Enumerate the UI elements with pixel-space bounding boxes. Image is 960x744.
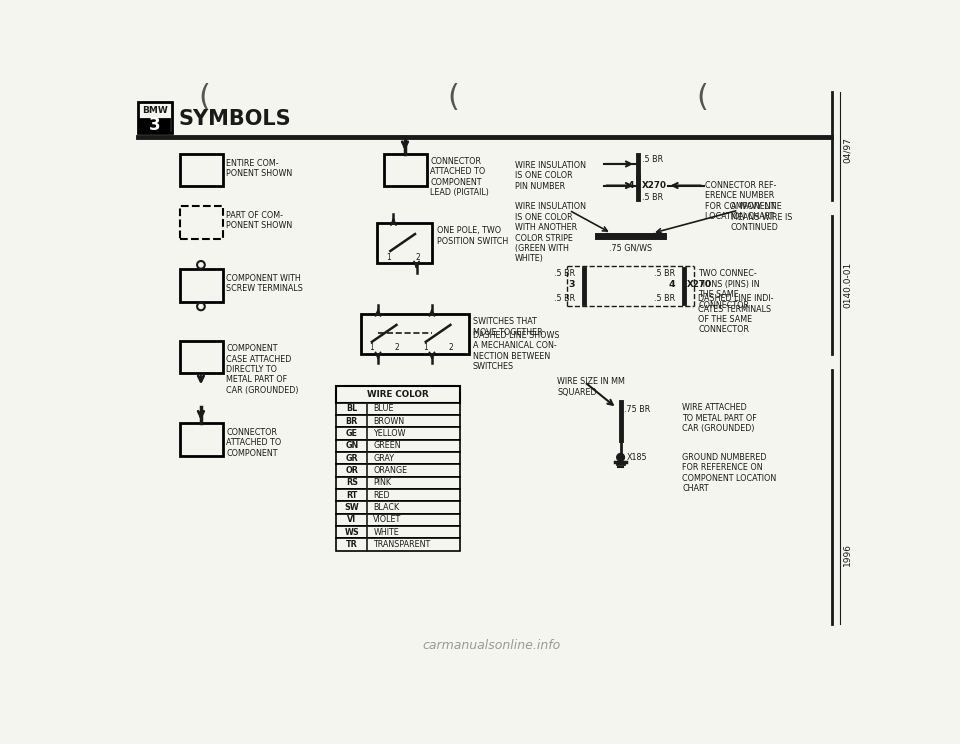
Text: 4: 4 [628, 181, 635, 190]
Bar [138, 103, 172, 133]
Text: COMPONENT
CASE ATTACHED
DIRECTLY TO
METAL PART OF
CAR (GROUNDED): COMPONENT CASE ATTACHED DIRECTLY TO META… [227, 344, 299, 395]
Bar [336, 385, 460, 403]
Text: 3: 3 [149, 117, 160, 135]
Bar [336, 513, 460, 526]
Bar [180, 341, 223, 373]
Text: .5 BR: .5 BR [654, 269, 675, 278]
Bar [336, 427, 460, 440]
Text: WIRE COLOR: WIRE COLOR [367, 390, 429, 399]
Text: OR: OR [346, 466, 358, 475]
Text: .5 BR: .5 BR [654, 294, 675, 304]
Text: WIRE ATTACHED
TO METAL PART OF
CAR (GROUNDED): WIRE ATTACHED TO METAL PART OF CAR (GROU… [683, 403, 756, 433]
Text: .5 BR: .5 BR [642, 193, 663, 202]
Text: TR: TR [346, 540, 358, 549]
Bar [336, 501, 460, 513]
Text: 1: 1 [387, 253, 391, 262]
Text: 1: 1 [370, 344, 374, 353]
Bar [336, 440, 460, 452]
Text: RT: RT [347, 490, 357, 499]
Text: PART OF COM-
PONENT SHOWN: PART OF COM- PONENT SHOWN [227, 211, 293, 231]
Bar [336, 526, 460, 538]
Text: CONNECTOR
ATTACHED TO
COMPONENT
LEAD (PIGTAIL): CONNECTOR ATTACHED TO COMPONENT LEAD (PI… [430, 157, 490, 197]
Text: CONNECTOR REF-
ERENCE NUMBER
FOR COMPONENT
LOCATION CHART: CONNECTOR REF- ERENCE NUMBER FOR COMPONE… [706, 181, 777, 221]
Bar [180, 423, 223, 456]
Text: BLACK: BLACK [373, 503, 399, 512]
Circle shape [616, 454, 624, 461]
Text: .5 BR: .5 BR [554, 294, 575, 304]
Text: PINK: PINK [373, 478, 392, 487]
Text: (: ( [447, 83, 460, 112]
Bar [180, 206, 223, 239]
Text: BL: BL [347, 404, 357, 414]
Text: ONE POLE, TWO
POSITION SWITCH: ONE POLE, TWO POSITION SWITCH [437, 226, 508, 246]
Text: COMPONENT WITH
SCREW TERMINALS: COMPONENT WITH SCREW TERMINALS [227, 274, 303, 293]
Text: DASHED LINE INDI-
CATES TERMINALS
OF THE SAME
CONNECTOR: DASHED LINE INDI- CATES TERMINALS OF THE… [698, 294, 774, 334]
Bar [336, 464, 460, 477]
Bar [376, 223, 432, 263]
Bar [336, 415, 460, 427]
Text: 3: 3 [568, 280, 575, 289]
Text: 4: 4 [668, 280, 675, 289]
Bar [336, 403, 460, 415]
Bar [336, 452, 460, 464]
Text: BROWN: BROWN [373, 417, 404, 426]
Text: A WAVY LINE
MEANS WIRE IS
CONTINUED: A WAVY LINE MEANS WIRE IS CONTINUED [731, 202, 792, 232]
Text: ENTIRE COM-
PONENT SHOWN: ENTIRE COM- PONENT SHOWN [227, 158, 293, 178]
Bar [140, 118, 169, 132]
Text: 0140.0-01: 0140.0-01 [843, 262, 852, 308]
Text: RED: RED [373, 490, 390, 499]
Bar [180, 154, 223, 186]
Text: SW: SW [345, 503, 359, 512]
Text: (: ( [696, 83, 708, 112]
Text: 1996: 1996 [843, 543, 852, 566]
Text: WIRE SIZE IN MM
SQUARED: WIRE SIZE IN MM SQUARED [558, 377, 625, 397]
Text: TWO CONNEC-
TIONS (PINS) IN
THE SAME
CONNECTOR: TWO CONNEC- TIONS (PINS) IN THE SAME CON… [698, 269, 760, 310]
Text: WHITE: WHITE [373, 527, 399, 536]
Text: SYMBOLS: SYMBOLS [179, 109, 291, 129]
Text: BMW: BMW [142, 106, 168, 115]
Text: WIRE INSULATION
IS ONE COLOR
WITH ANOTHER
COLOR STRIPE
(GREEN WITH
WHITE): WIRE INSULATION IS ONE COLOR WITH ANOTHE… [516, 202, 587, 263]
Text: ORANGE: ORANGE [373, 466, 408, 475]
Text: carmanualsonline.info: carmanualsonline.info [422, 638, 562, 652]
Text: YELLOW: YELLOW [373, 429, 406, 438]
Text: .75 BR: .75 BR [624, 405, 651, 414]
Text: SWITCHES THAT
MOVE TOGETHER: SWITCHES THAT MOVE TOGETHER [472, 317, 542, 336]
Text: WS: WS [345, 527, 359, 536]
Text: WIRE INSULATION
IS ONE COLOR: WIRE INSULATION IS ONE COLOR [516, 161, 587, 180]
Text: 1: 1 [423, 344, 428, 353]
Text: TRANSPARENT: TRANSPARENT [373, 540, 431, 549]
Bar [336, 477, 460, 489]
Text: VI: VI [348, 515, 356, 525]
Text: DASHED LINE SHOWS
A MECHANICAL CON-
NECTION BETWEEN
SWITCHES: DASHED LINE SHOWS A MECHANICAL CON- NECT… [472, 331, 560, 371]
Text: CONNECTOR
ATTACHED TO
COMPONENT: CONNECTOR ATTACHED TO COMPONENT [227, 428, 281, 458]
Bar [336, 489, 460, 501]
Text: GRAY: GRAY [373, 454, 395, 463]
Text: X270: X270 [641, 181, 666, 190]
Text: 2: 2 [395, 344, 399, 353]
Text: 2: 2 [416, 253, 420, 262]
Text: BR: BR [346, 417, 358, 426]
Text: BLUE: BLUE [373, 404, 394, 414]
Text: .5 BR: .5 BR [554, 269, 575, 278]
Text: PIN NUMBER: PIN NUMBER [516, 182, 565, 191]
Text: (: ( [199, 83, 211, 112]
Text: GE: GE [346, 429, 358, 438]
Bar [384, 154, 426, 186]
Bar [336, 538, 460, 551]
Text: GREEN: GREEN [373, 441, 401, 450]
Text: .5 BR: .5 BR [642, 155, 663, 164]
Text: VIOLET: VIOLET [373, 515, 401, 525]
Text: GR: GR [346, 454, 358, 463]
Text: GN: GN [346, 441, 358, 450]
Text: GROUND NUMBERED
FOR REFERENCE ON
COMPONENT LOCATION
CHART: GROUND NUMBERED FOR REFERENCE ON COMPONE… [683, 452, 777, 493]
Bar [361, 314, 468, 354]
Text: X185: X185 [627, 453, 647, 462]
Text: RS: RS [346, 478, 358, 487]
Text: X270: X270 [686, 280, 711, 289]
Bar [180, 269, 223, 302]
Text: 04/97: 04/97 [843, 137, 852, 163]
Text: .75 GN/WS: .75 GN/WS [609, 243, 652, 252]
Text: 2: 2 [448, 344, 453, 353]
